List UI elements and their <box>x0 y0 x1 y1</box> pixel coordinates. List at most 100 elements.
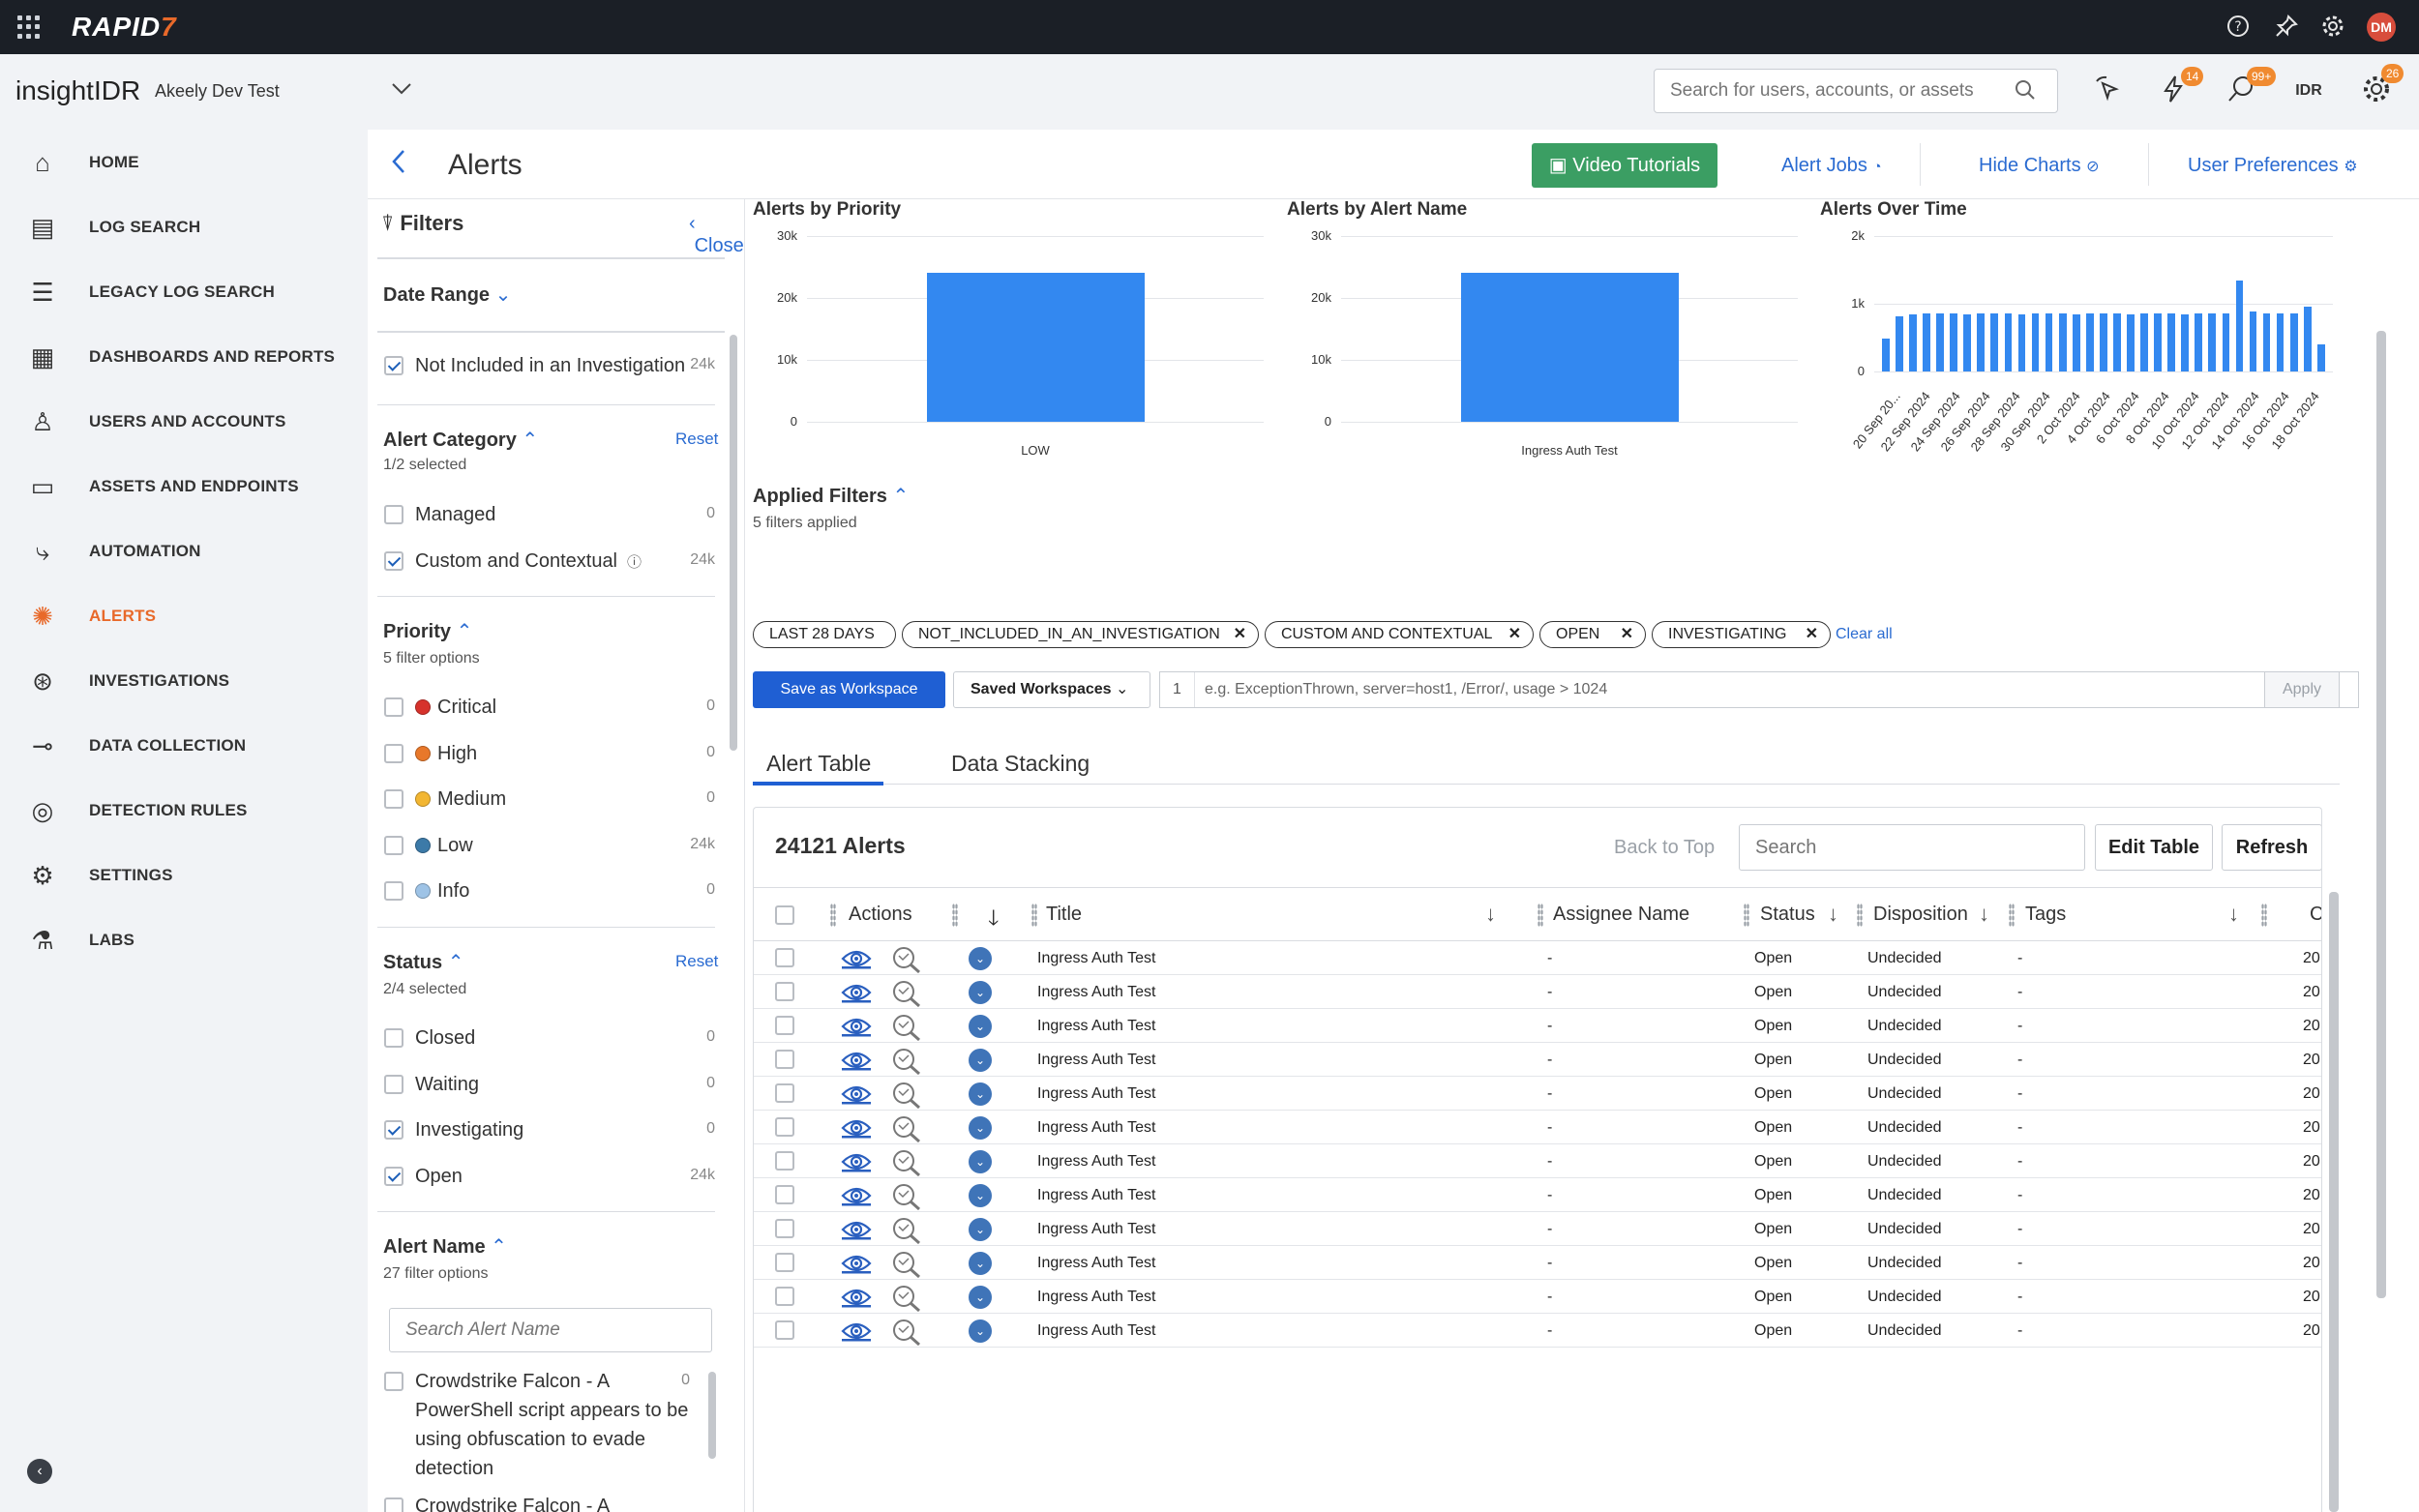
expand-row-icon[interactable]: ⌄ <box>969 1082 992 1106</box>
alert-name-toggle[interactable]: Alert Name ⌃ <box>383 1236 507 1258</box>
nav-item-assets-and-endpoints[interactable]: ▭ ASSETS AND ENDPOINTS <box>0 467 368 506</box>
eye-icon[interactable] <box>841 981 872 1004</box>
nav-item-labs[interactable]: ⚗ LABS <box>0 921 368 960</box>
investigate-icon[interactable] <box>891 1284 922 1313</box>
eye-icon[interactable] <box>841 1049 872 1072</box>
investigate-icon[interactable] <box>891 1114 922 1143</box>
expand-row-icon[interactable]: ⌄ <box>969 981 992 1004</box>
row-checkbox[interactable] <box>775 1016 794 1035</box>
investigate-icon[interactable] <box>891 1148 922 1177</box>
expand-row-icon[interactable]: ⌄ <box>969 1286 992 1309</box>
column-grip-icon[interactable] <box>1744 904 1749 927</box>
investigate-icon[interactable] <box>891 1250 922 1279</box>
chevron-down-icon[interactable] <box>391 79 412 102</box>
filter-checkbox[interactable] <box>384 743 403 763</box>
filters-scrollbar[interactable] <box>730 335 737 751</box>
filter-checkbox[interactable] <box>384 1166 403 1186</box>
nav-item-data-collection[interactable]: ⊸ DATA COLLECTION <box>0 726 368 765</box>
table-row[interactable]: ⌄ Ingress Auth Test - Open Undecided - 20 <box>754 1178 2321 1212</box>
expand-row-icon[interactable]: ⌄ <box>969 1049 992 1072</box>
column-grip-icon[interactable] <box>1857 904 1863 927</box>
refresh-button[interactable]: Refresh <box>2222 824 2321 871</box>
sort-arrow-icon[interactable]: ↓ <box>1828 902 1838 926</box>
filter-checkbox[interactable] <box>384 789 403 809</box>
cog-icon[interactable] <box>2359 74 2394 108</box>
table-row[interactable]: ⌄ Ingress Auth Test - Open Undecided - 20 <box>754 1009 2321 1043</box>
alert-name-checkbox[interactable] <box>384 1497 403 1512</box>
eye-icon[interactable] <box>841 1286 872 1309</box>
date-range-toggle[interactable]: Date Range ⌄ <box>383 284 512 306</box>
settings-gear-icon[interactable] <box>2318 14 2347 43</box>
row-checkbox[interactable] <box>775 1050 794 1069</box>
table-scrollbar[interactable] <box>2329 892 2339 1512</box>
row-checkbox[interactable] <box>775 982 794 1001</box>
bolt-icon[interactable] <box>2156 74 2191 108</box>
filter-checkbox[interactable] <box>384 505 403 524</box>
row-checkbox[interactable] <box>775 1253 794 1272</box>
apply-button[interactable]: Apply <box>2264 671 2340 708</box>
row-checkbox[interactable] <box>775 1117 794 1137</box>
column-title[interactable]: Title <box>1046 904 1083 925</box>
investigate-icon[interactable] <box>891 979 922 1008</box>
content-scrollbar[interactable] <box>2376 331 2386 1298</box>
column-assignee[interactable]: Assignee Name <box>1553 904 1690 925</box>
eye-icon[interactable] <box>841 1150 872 1173</box>
nav-item-log-search[interactable]: ▤ LOG SEARCH <box>0 208 368 247</box>
filter-chip[interactable]: INVESTIGATING ✕ <box>1652 621 1831 648</box>
filter-checkbox[interactable] <box>384 550 403 571</box>
investigate-icon[interactable] <box>891 1081 922 1110</box>
filter-chip[interactable]: NOT_INCLUDED_IN_AN_INVESTIGATION ✕ <box>902 621 1259 648</box>
filter-checkbox[interactable] <box>384 1074 403 1094</box>
sort-arrow-icon[interactable]: ↓ <box>1979 902 1989 926</box>
org-selector[interactable]: Akeely Dev Test <box>155 81 280 101</box>
row-checkbox[interactable] <box>775 1287 794 1306</box>
table-row[interactable]: ⌄ Ingress Auth Test - Open Undecided - 20 <box>754 975 2321 1009</box>
tab-data-stacking[interactable]: Data Stacking <box>951 751 1090 776</box>
close-filters-button[interactable]: ‹ Close <box>689 213 744 256</box>
row-checkbox[interactable] <box>775 948 794 967</box>
clear-all-link[interactable]: Clear all <box>1836 626 1893 642</box>
row-checkbox[interactable] <box>775 1219 794 1238</box>
column-status[interactable]: Status <box>1760 904 1815 925</box>
nav-item-legacy-log-search[interactable]: ☰ LEGACY LOG SEARCH <box>0 273 368 311</box>
table-row[interactable]: ⌄ Ingress Auth Test - Open Undecided - 20 <box>754 1144 2321 1178</box>
nav-item-dashboards-and-reports[interactable]: ▦ DASHBOARDS AND REPORTS <box>0 338 368 376</box>
close-icon[interactable]: ✕ <box>1508 626 1521 642</box>
investigate-icon[interactable] <box>891 1182 922 1211</box>
filter-checkbox[interactable] <box>384 835 403 855</box>
query-input[interactable]: 1 e.g. ExceptionThrown, server=host1, /E… <box>1159 671 2359 708</box>
eye-icon[interactable] <box>841 1015 872 1038</box>
column-grip-icon[interactable] <box>952 904 958 927</box>
filter-chip[interactable]: CUSTOM AND CONTEXTUAL ✕ <box>1265 621 1534 648</box>
app-switcher-icon[interactable] <box>17 15 41 39</box>
filter-checkbox[interactable] <box>384 881 403 901</box>
global-search-input[interactable] <box>1654 69 2058 113</box>
table-row[interactable]: ⌄ Ingress Auth Test - Open Undecided - 20 <box>754 1280 2321 1314</box>
filter-checkbox[interactable] <box>384 1120 403 1140</box>
nav-item-investigations[interactable]: ⊛ INVESTIGATIONS <box>0 662 368 700</box>
column-grip-icon[interactable] <box>1031 904 1037 927</box>
search-icon[interactable] <box>2015 79 2036 101</box>
table-row[interactable]: ⌄ Ingress Auth Test - Open Undecided - 20 <box>754 1246 2321 1280</box>
eye-icon[interactable] <box>841 1252 872 1275</box>
sort-arrow-icon[interactable]: ↓ <box>2228 902 2239 926</box>
row-checkbox[interactable] <box>775 1083 794 1103</box>
status-reset[interactable]: Reset <box>675 952 719 970</box>
table-search-input[interactable] <box>1739 824 2085 871</box>
sort-arrow-icon[interactable]: 🡓 <box>988 905 1000 930</box>
column-created[interactable]: C <box>2310 904 2321 926</box>
column-grip-icon[interactable] <box>2261 904 2267 927</box>
investigate-icon[interactable] <box>891 1318 922 1347</box>
collapse-nav-icon[interactable]: ‹ <box>27 1459 52 1484</box>
filter-chip[interactable]: LAST 28 DAYS <box>753 621 896 648</box>
expand-row-icon[interactable]: ⌄ <box>969 947 992 970</box>
select-all-checkbox[interactable] <box>775 905 794 925</box>
nav-item-automation[interactable]: ⤷ AUTOMATION <box>0 532 368 571</box>
saved-workspaces-dropdown[interactable]: Saved Workspaces ⌄ <box>953 671 1150 708</box>
close-icon[interactable]: ✕ <box>1233 626 1246 642</box>
column-grip-icon[interactable] <box>2009 904 2015 927</box>
nav-item-settings[interactable]: ⚙ SETTINGS <box>0 856 368 895</box>
cursor-click-icon[interactable] <box>2089 74 2124 108</box>
table-row[interactable]: ⌄ Ingress Auth Test - Open Undecided - 20 <box>754 941 2321 975</box>
applied-filters-toggle[interactable]: Applied Filters ⌃ <box>753 486 910 507</box>
